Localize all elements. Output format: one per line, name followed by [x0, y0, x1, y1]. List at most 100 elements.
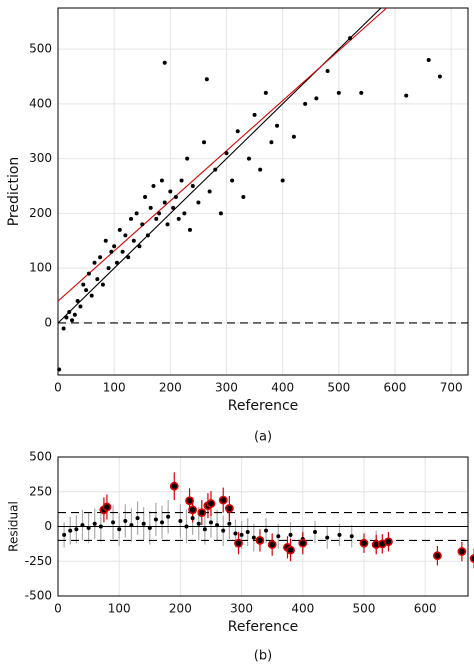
data-point: [337, 532, 342, 537]
data-point: [179, 178, 184, 183]
data-point: [160, 520, 165, 525]
data-point: [129, 523, 134, 528]
data-point: [263, 90, 268, 95]
y-tick-label: -250: [25, 554, 52, 568]
x-axis-label: Reference: [228, 398, 299, 414]
data-point: [141, 521, 146, 526]
data-point: [204, 77, 209, 82]
data-point: [233, 531, 238, 536]
data-point: [103, 238, 108, 243]
data-point: [245, 530, 250, 535]
caption: (a): [254, 430, 272, 445]
data-point: [165, 222, 170, 227]
data-point: [100, 282, 105, 287]
data-point: [255, 536, 265, 545]
data-point: [176, 216, 181, 221]
y-tick-label: -500: [25, 589, 52, 603]
data-point: [298, 538, 308, 548]
data-point: [197, 508, 207, 517]
y-tick-label: 0: [44, 315, 52, 329]
data-point: [123, 518, 128, 523]
caption: (b): [254, 649, 272, 664]
x-tick-label: 200: [159, 381, 182, 395]
data-point: [190, 184, 195, 189]
data-point: [325, 68, 330, 73]
data-point: [314, 96, 319, 101]
data-point: [188, 505, 198, 515]
x-tick-label: 600: [384, 381, 407, 395]
data-point: [140, 222, 145, 227]
data-point: [239, 532, 244, 537]
data-point: [151, 184, 156, 189]
data-point: [190, 516, 195, 521]
x-tick-label: 300: [215, 381, 238, 395]
data-point: [154, 216, 159, 221]
data-point: [147, 525, 152, 530]
data-point: [78, 304, 83, 309]
data-point: [251, 535, 256, 540]
data-point: [227, 521, 232, 526]
data-point: [384, 537, 393, 547]
data-point: [98, 524, 103, 529]
data-point: [159, 178, 164, 183]
data-point: [162, 60, 167, 65]
data-point: [202, 527, 207, 532]
data-point: [349, 534, 354, 539]
data-point: [291, 134, 296, 139]
data-point: [84, 288, 89, 293]
data-point: [137, 244, 142, 249]
data-point: [196, 200, 201, 205]
data-point: [72, 312, 77, 317]
data-point: [182, 211, 187, 216]
data-point: [235, 129, 240, 134]
data-point: [157, 211, 162, 216]
data-point: [92, 260, 97, 265]
data-point: [215, 523, 220, 528]
data-point: [457, 547, 467, 556]
data-point: [126, 255, 131, 260]
data-point: [131, 238, 136, 243]
data-point: [153, 517, 158, 522]
y-tick-label: 250: [29, 484, 52, 498]
data-point: [264, 528, 269, 533]
data-point: [224, 151, 229, 156]
data-point: [196, 521, 201, 526]
data-point: [70, 318, 75, 323]
data-point: [123, 233, 128, 238]
x-tick-label: 600: [414, 602, 437, 616]
data-point: [276, 534, 281, 539]
data-point: [184, 524, 189, 529]
x-tick-label: 500: [327, 381, 350, 395]
data-point: [148, 205, 153, 210]
data-point: [426, 58, 431, 63]
data-point: [207, 189, 212, 194]
data-point: [114, 260, 119, 265]
data-point: [221, 528, 226, 533]
reference-line: [58, 8, 382, 324]
data-point: [437, 74, 442, 79]
data-point: [102, 502, 112, 512]
data-point: [95, 277, 100, 282]
data-point: [359, 90, 364, 95]
data-point: [145, 233, 150, 238]
data-point: [61, 326, 66, 331]
data-point: [178, 518, 183, 523]
x-tick-label: 400: [291, 602, 314, 616]
y-tick-label: 500: [29, 450, 52, 464]
data-point: [185, 496, 194, 506]
data-point: [303, 101, 308, 106]
data-point: [68, 528, 73, 533]
data-point: [280, 178, 285, 183]
data-point: [81, 282, 86, 287]
data-point: [313, 530, 318, 535]
data-point: [469, 554, 474, 563]
y-axis-label: Prediction: [6, 157, 22, 227]
data-point: [106, 266, 111, 271]
data-point: [75, 299, 80, 304]
data-point: [86, 271, 91, 276]
reference-line: [58, 8, 387, 302]
data-point: [246, 156, 251, 161]
data-point: [234, 538, 243, 548]
data-point: [92, 521, 97, 526]
